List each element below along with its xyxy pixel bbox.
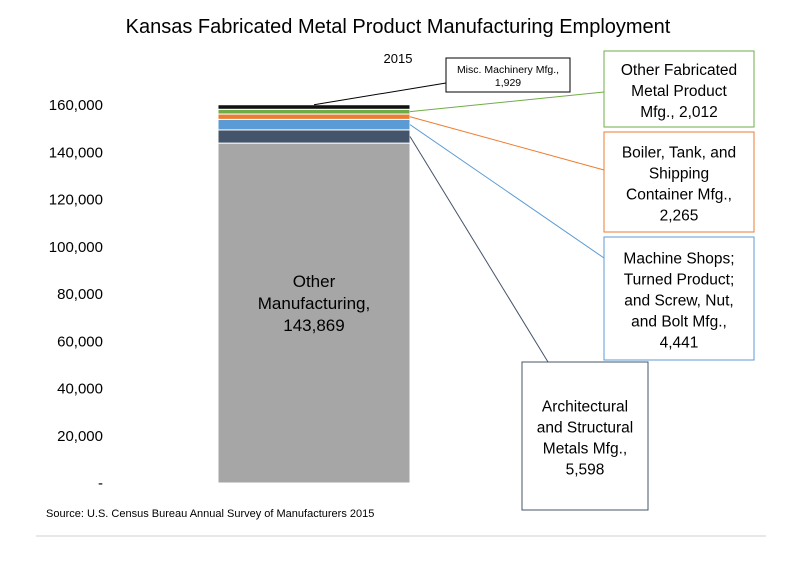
callout-label-line: 5,598 — [566, 461, 605, 478]
callout-misc_machinery: Misc. Machinery Mfg.,1,929 — [313, 57, 571, 106]
callout-label-line: 2,265 — [660, 207, 699, 224]
callout-box — [603, 236, 755, 361]
segment-label-line: Manufacturing, — [258, 294, 370, 313]
chart-title: Kansas Fabricated Metal Product Manufact… — [126, 16, 671, 38]
segment-label-line: Other — [293, 272, 336, 291]
callout-label-line: Misc. Machinery Mfg., — [457, 64, 559, 76]
chart-category-label: 2015 — [384, 51, 413, 66]
bar-segment-misc_machinery — [217, 104, 411, 110]
y-tick-label: 20,000 — [57, 428, 103, 445]
source-note: Source: U.S. Census Bureau Annual Survey… — [46, 508, 374, 520]
callout-label-line: Shipping — [649, 165, 709, 182]
y-axis: - 20,000 40,000 60,000 80,000 100,000 120,000 1… — [49, 97, 103, 492]
bar-segment-other_fab — [217, 108, 411, 115]
bar-segment-architectural — [217, 129, 411, 144]
callout-leader-line — [409, 124, 605, 259]
callout-label-line: Container Mfg., — [626, 186, 732, 203]
callout-box — [521, 361, 649, 511]
y-tick-label: 60,000 — [57, 333, 103, 350]
callout-leader-line — [409, 136, 549, 363]
y-tick-label: 80,000 — [57, 286, 103, 303]
callout-other_fab: Other Fabricated Metal Product Mfg., 2,012 — [409, 50, 755, 128]
callout-box — [445, 57, 571, 93]
callout-label-line: Boiler, Tank, and — [622, 144, 736, 161]
callout-label-line: Turned Product; — [624, 271, 735, 288]
callout-leader-line — [409, 116, 605, 171]
callout-box — [603, 50, 755, 128]
callout-label-line: Other Fabricated — [621, 62, 737, 79]
callout-leader-line — [409, 91, 605, 113]
y-tick-label: 120,000 — [49, 192, 103, 209]
callout-label-line: Machine Shops; — [623, 250, 734, 267]
bar-segment-other_mfg — [217, 142, 411, 484]
annotations: Architectural and Structural Metals Mfg., 5… — [313, 50, 755, 511]
segment-label-other_mfg: Other Manufacturing, 143,869 — [258, 272, 370, 335]
callout-boiler: Boiler, Tank, and Shipping Container Mfg.,… — [409, 116, 755, 233]
y-tick-label: 140,000 — [49, 144, 103, 161]
callout-label-line: and Screw, Nut, — [624, 292, 733, 309]
callout-label-line: Metals Mfg., — [543, 440, 627, 457]
y-tick-label: 40,000 — [57, 381, 103, 398]
callout-label-line: 1,929 — [495, 77, 521, 89]
bar-segment-boiler — [217, 113, 411, 120]
callout-label-line: and Structural — [537, 419, 634, 436]
stacked-bar: Other Manufacturing, 143,869 — [217, 104, 411, 484]
callout-architectural: Architectural and Structural Metals Mfg., 5… — [409, 136, 649, 511]
callout-leader-line — [313, 82, 447, 106]
callout-label-line: and Bolt Mfg., — [631, 313, 727, 330]
callout-box — [603, 131, 755, 233]
y-tick-label: 100,000 — [49, 239, 103, 256]
bar-segment-machine_shops — [217, 118, 411, 131]
segment-label-line: 143,869 — [283, 316, 344, 335]
callout-label-line: Mfg., 2,012 — [640, 104, 718, 121]
callout-label-line: Architectural — [542, 398, 628, 415]
callout-label-line: Metal Product — [631, 83, 727, 100]
y-tick-label: 160,000 — [49, 97, 103, 114]
callout-machine_shops: Machine Shops; Turned Product; and Screw, … — [409, 124, 755, 361]
y-tick-label: - — [98, 475, 103, 492]
callout-label-line: 4,441 — [660, 334, 699, 351]
